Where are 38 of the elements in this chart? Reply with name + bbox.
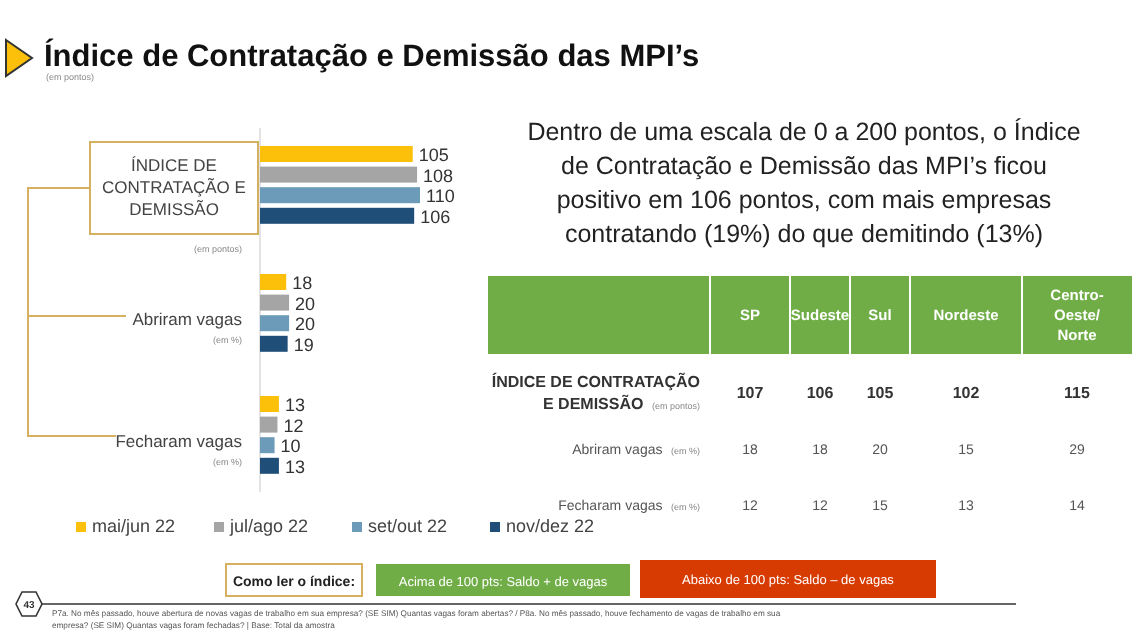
- data-label: 108: [423, 165, 454, 186]
- data-label: 115: [1064, 384, 1092, 402]
- bar: [260, 335, 288, 352]
- legend-label: set/out 22: [368, 516, 448, 536]
- y-tick-label: ÍNDICE DE CONTRATAÇÃO E DEMISSÃO: [102, 155, 247, 220]
- bar: [260, 294, 290, 311]
- data-label: 12: [283, 415, 304, 436]
- bar: [260, 315, 290, 332]
- bar: [260, 146, 413, 162]
- bar: [260, 437, 275, 454]
- data-label: 19: [293, 334, 314, 355]
- data-label: 18: [292, 273, 313, 293]
- bar: [260, 274, 287, 290]
- legend-label: mai/jun 22: [92, 516, 176, 536]
- bar: [260, 416, 278, 433]
- bar: [260, 207, 415, 224]
- data-label: 13: [284, 456, 305, 477]
- data-label: 106: [806, 384, 835, 402]
- legend-label: jul/ago 22: [228, 516, 309, 536]
- data-label: 105: [418, 145, 449, 165]
- data-label: 102: [952, 384, 981, 402]
- data-label: 20: [295, 314, 316, 335]
- text: Dentro de uma escala de 0 a 200 pontos, o Índice de Contratação e Demissão das MPI’s ficou positivo em 106 pontos, com mais empresas contratando (19%) do que demitindo (13%): [527, 118, 1081, 248]
- bar: [260, 166, 418, 183]
- data-label: 13: [284, 395, 305, 415]
- data-label: 20: [295, 293, 316, 314]
- data-label: 10: [280, 436, 301, 457]
- bar: [260, 396, 279, 412]
- legend-label: nov/dez 22: [506, 516, 595, 536]
- y-tick-label: Abriram vagas: [132, 309, 242, 330]
- data-label: 106: [420, 206, 451, 227]
- bar: [260, 457, 279, 474]
- data-label: 105: [866, 384, 895, 402]
- bar: [260, 187, 420, 204]
- chart-title: Índice de Contratação e Demissão das MPI’s: [44, 38, 700, 74]
- data-label: 107: [736, 384, 765, 402]
- data-label: 110: [426, 186, 455, 207]
- y-tick-label: Fecharam vagas: [115, 431, 242, 452]
